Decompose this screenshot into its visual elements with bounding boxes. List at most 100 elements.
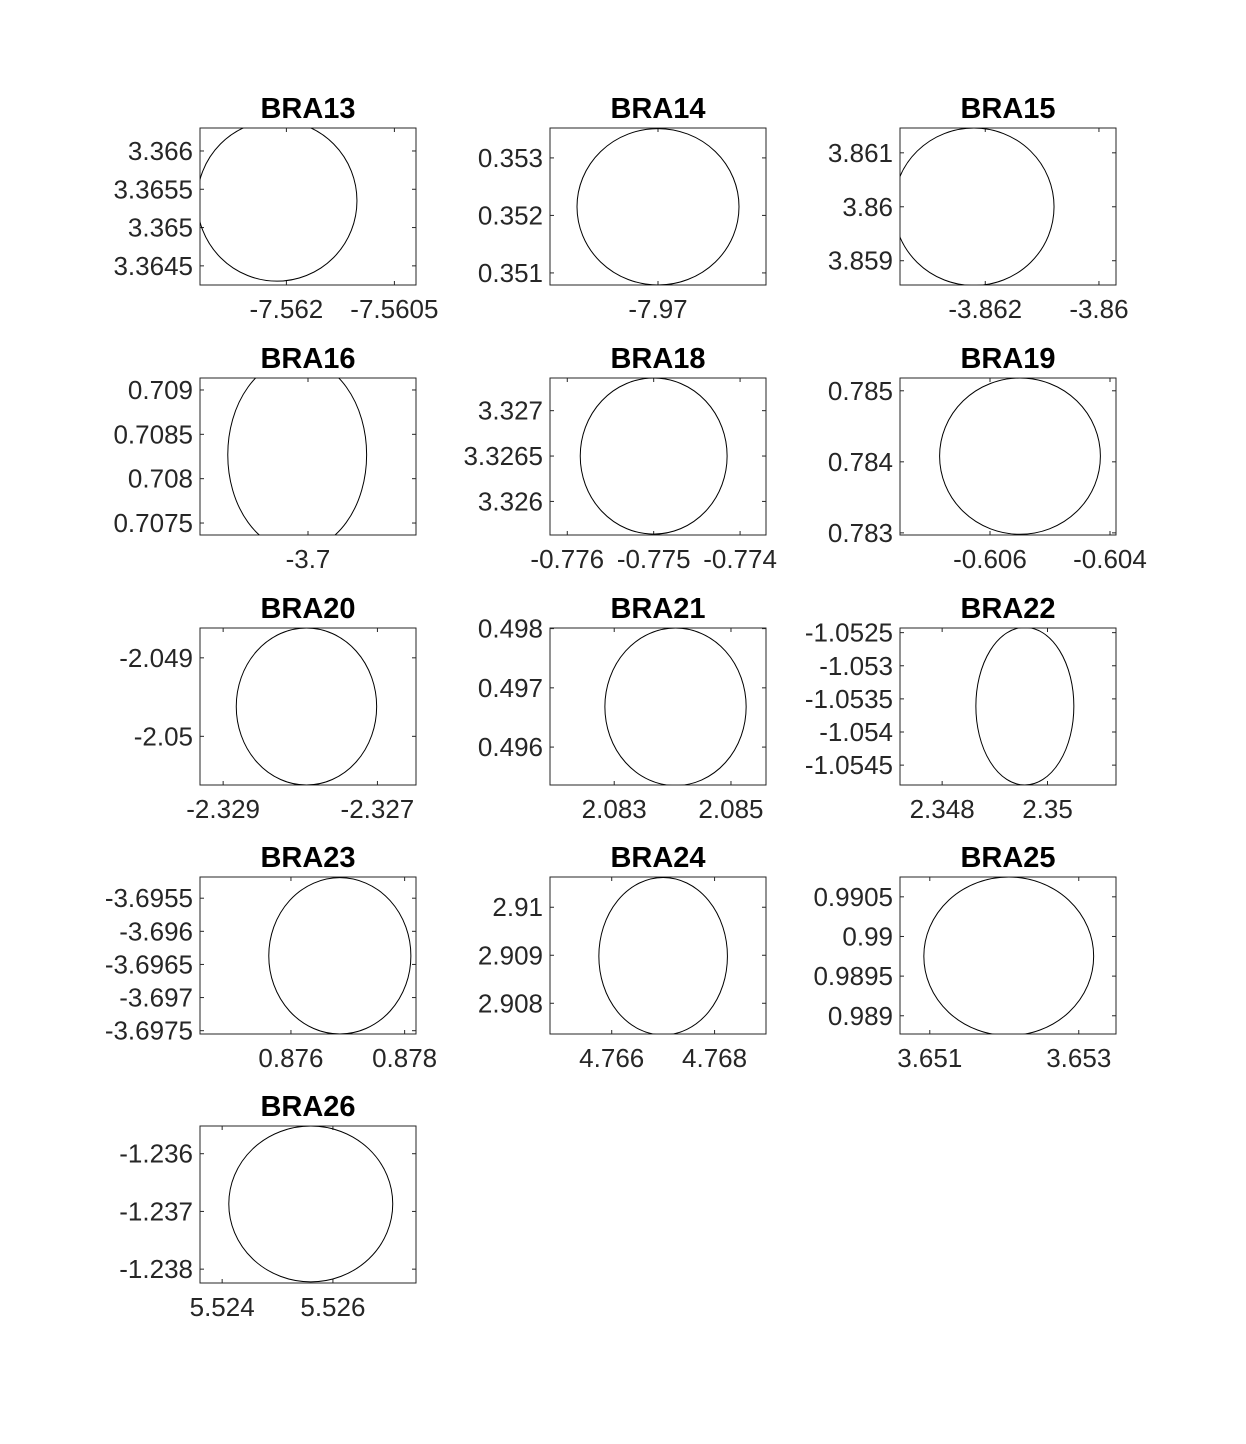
series-trace-bra20: [235, 628, 378, 785]
subplot-title: BRA20: [260, 593, 355, 625]
x-tick-label: 2.348: [910, 794, 975, 824]
y-tick-label: 3.3265: [463, 441, 543, 471]
y-tick-label: -1.053: [819, 651, 893, 681]
y-tick-label: -3.697: [119, 983, 193, 1013]
series-trace-bra23: [268, 877, 412, 1034]
y-tick-label: 2.908: [478, 988, 543, 1018]
x-tick-label: 0.878: [372, 1043, 437, 1073]
y-tick-label: 3.366: [128, 136, 193, 166]
y-tick-label: 3.3645: [113, 251, 193, 281]
y-tick-label: 0.708: [128, 464, 193, 494]
subplot-bra24: BRA24 4.766 4.768 2.908 2.909 2.91: [478, 842, 767, 1073]
axes-box: [899, 377, 1117, 536]
subplot-bra20: BRA20 -2.329 -2.327 -2.05 -2.049: [119, 593, 417, 824]
x-tick-label: 5.526: [300, 1292, 365, 1322]
y-tick-label: 0.351: [478, 258, 543, 288]
series-trace-bra24: [598, 877, 728, 1034]
y-tick-label: 0.498: [478, 614, 543, 644]
subplot-bra14: BRA14 -7.97 0.351 0.352 0.353: [478, 93, 767, 324]
y-tick-label: -1.054: [819, 717, 893, 747]
subplot-bra21: BRA21 2.083 2.085 0.496 0.497 0.498: [478, 593, 767, 824]
x-tick-label: -7.562: [250, 294, 324, 324]
x-tick-label: -2.329: [186, 794, 260, 824]
series-trace-bra13: [200, 128, 358, 282]
subplot-bra15: BRA15 -3.862 -3.86 3.859 3.86 3.861: [828, 93, 1129, 324]
x-tick-label: 4.768: [682, 1043, 747, 1073]
subplot-title: BRA19: [960, 343, 1055, 375]
x-tick-label: 3.653: [1046, 1043, 1111, 1073]
axes-box: [549, 627, 767, 786]
x-tick-label: -0.776: [530, 544, 604, 574]
series-trace-bra26: [228, 1126, 394, 1283]
y-tick-label: 3.3655: [113, 174, 193, 204]
axes-box: [899, 127, 1117, 286]
axes-box: [199, 127, 417, 286]
series-trace-bra15: [900, 128, 1055, 285]
y-tick-label: -1.237: [119, 1196, 193, 1226]
y-tick-label: -3.6955: [105, 883, 193, 913]
y-tick-label: 0.784: [828, 447, 893, 477]
y-tick-label: -1.0535: [805, 684, 893, 714]
y-tick-label: 3.86: [842, 192, 893, 222]
subplot-title: BRA18: [610, 343, 705, 375]
x-tick-label: 0.876: [258, 1043, 323, 1073]
x-tick-label: 2.35: [1022, 794, 1073, 824]
y-tick-label: -3.6965: [105, 949, 193, 979]
subplot-title: BRA22: [960, 593, 1055, 625]
subplot-title: BRA25: [960, 842, 1055, 874]
subplot-bra22: BRA22 2.348 2.35 -1.0545-1.054-1.0535-1.053…: [805, 593, 1117, 824]
subplot-bra26: BRA26 5.524 5.526 -1.238 -1.237 -1.236: [119, 1091, 417, 1322]
x-tick-label: 2.085: [698, 794, 763, 824]
subplot-bra13: BRA13 -7.562 -7.5605 3.3645 3.365 3.3655 3.366: [113, 93, 438, 324]
y-tick-label: 0.989: [828, 1001, 893, 1031]
series-trace-bra21: [604, 628, 747, 785]
y-tick-label: -3.696: [119, 916, 193, 946]
series-trace-bra22: [975, 628, 1075, 785]
x-tick-label: 4.766: [579, 1043, 644, 1073]
y-tick-label: -2.049: [119, 643, 193, 673]
subplot-title: BRA23: [260, 842, 355, 874]
x-tick-label: -3.7: [286, 544, 331, 574]
y-tick-label: 2.909: [478, 940, 543, 970]
axes-box: [549, 377, 767, 536]
y-tick-label: 0.497: [478, 673, 543, 703]
x-tick-label: -0.775: [617, 544, 691, 574]
x-tick-label: -2.327: [341, 794, 415, 824]
y-tick-label: 0.709: [128, 375, 193, 405]
subplot-title: BRA15: [960, 93, 1055, 125]
axes-box: [549, 876, 767, 1035]
series-trace-bra25: [923, 877, 1095, 1034]
y-tick-label: 0.9905: [813, 882, 893, 912]
subplot-title: BRA21: [610, 593, 705, 625]
y-tick-label: 3.861: [828, 138, 893, 168]
y-tick-label: 3.859: [828, 246, 893, 276]
y-tick-label: 0.9895: [813, 961, 893, 991]
x-tick-label: -7.97: [628, 294, 687, 324]
x-tick-label: 5.524: [190, 1292, 255, 1322]
subplot-title: BRA26: [260, 1091, 355, 1123]
x-tick-label: -0.606: [953, 544, 1027, 574]
axes-box: [549, 127, 767, 286]
y-tick-label: 3.326: [478, 486, 543, 516]
y-tick-label: -1.0525: [805, 618, 893, 648]
subplot-title: BRA16: [260, 343, 355, 375]
y-tick-label: 3.327: [478, 396, 543, 426]
y-tick-label: -1.236: [119, 1139, 193, 1169]
axes-box: [199, 876, 417, 1035]
y-tick-label: 0.783: [828, 518, 893, 548]
axes-box: [899, 876, 1117, 1035]
y-tick-label: 0.353: [478, 143, 543, 173]
subplot-title: BRA13: [260, 93, 355, 125]
y-tick-label: 0.7075: [113, 508, 193, 538]
series-trace-bra19: [939, 378, 1101, 535]
subplot-grid: BRA13 -7.562 -7.5605 3.3645 3.365 3.3655 3.366…: [105, 93, 1147, 1322]
axes-box: [199, 1125, 417, 1284]
axes-box: [199, 377, 417, 536]
x-tick-label: 3.651: [897, 1043, 962, 1073]
x-tick-label: 2.083: [582, 794, 647, 824]
x-tick-label: -3.86: [1069, 294, 1128, 324]
y-tick-label: 0.785: [828, 376, 893, 406]
series-trace-bra14: [576, 128, 740, 285]
